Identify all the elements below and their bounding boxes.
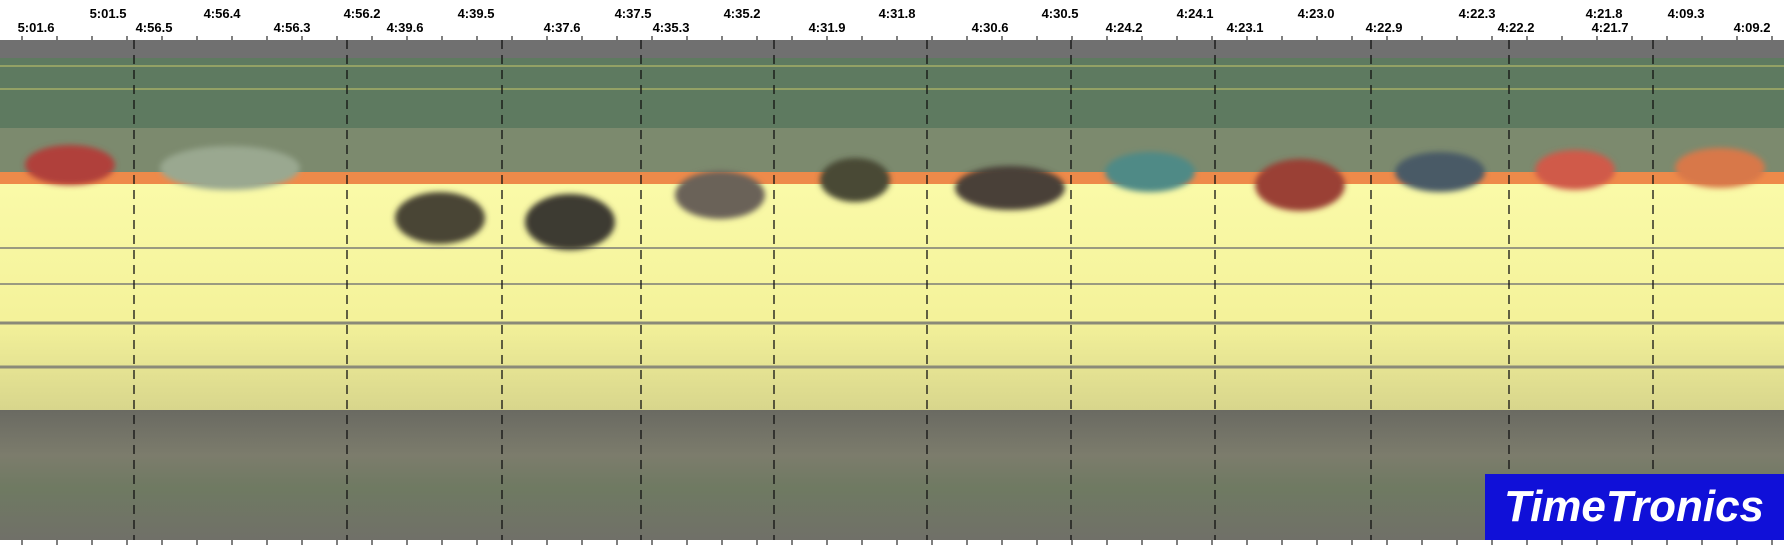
time-label: 4:56.2 xyxy=(344,6,381,21)
runner xyxy=(1105,152,1195,192)
runner xyxy=(1395,152,1485,192)
time-label: 4:23.1 xyxy=(1227,20,1264,35)
time-label: 4:21.8 xyxy=(1586,6,1623,21)
time-label: 4:22.9 xyxy=(1366,20,1403,35)
logo-box xyxy=(1485,474,1784,540)
runner xyxy=(675,171,765,219)
runner xyxy=(820,158,890,202)
time-label: 4:24.2 xyxy=(1106,20,1143,35)
time-label: 4:30.6 xyxy=(972,20,1009,35)
time-label: 5:01.5 xyxy=(90,6,127,21)
time-label: 4:35.3 xyxy=(653,20,690,35)
time-label: 4:24.1 xyxy=(1177,6,1214,21)
time-label: 4:39.6 xyxy=(387,20,424,35)
time-label: 4:22.3 xyxy=(1459,6,1496,21)
time-label: 4:31.9 xyxy=(809,20,846,35)
time-label: 5:01.6 xyxy=(18,20,55,35)
time-label: 4:22.2 xyxy=(1498,20,1535,35)
time-label: 4:37.6 xyxy=(544,20,581,35)
runner xyxy=(1675,148,1765,188)
logo-text: TimeTronics xyxy=(1504,482,1764,531)
runner xyxy=(1535,150,1615,190)
time-label: 4:37.5 xyxy=(615,6,652,21)
runner xyxy=(525,194,615,250)
runner xyxy=(1255,159,1345,211)
time-labels: 5:01.5 4:56.4 4:56.2 4:39.5 4:37.5 4:35.2 4:31… xyxy=(18,6,1771,35)
time-label: 4:56.4 xyxy=(204,6,242,21)
time-label: 4:30.5 xyxy=(1042,6,1079,21)
header-strip xyxy=(0,0,1784,40)
time-label: 4:56.5 xyxy=(136,20,173,35)
infield-band xyxy=(0,58,1784,128)
runner xyxy=(25,145,115,185)
track xyxy=(0,184,1784,410)
runner xyxy=(395,192,485,244)
time-label: 4:39.5 xyxy=(458,6,495,21)
time-label: 4:35.2 xyxy=(724,6,761,21)
runner xyxy=(160,146,300,190)
time-label: 4:21.7 xyxy=(1592,20,1629,35)
time-label: 4:09.2 xyxy=(1734,20,1771,35)
time-label: 4:56.3 xyxy=(274,20,311,35)
runner xyxy=(955,166,1065,210)
time-label: 4:09.3 xyxy=(1668,6,1705,21)
time-label: 4:23.0 xyxy=(1298,6,1335,21)
footer-strip xyxy=(0,540,1784,550)
time-markers xyxy=(133,40,1654,540)
time-label: 4:31.8 xyxy=(879,6,916,21)
runners xyxy=(25,145,1765,250)
time-ticks xyxy=(21,36,1773,545)
